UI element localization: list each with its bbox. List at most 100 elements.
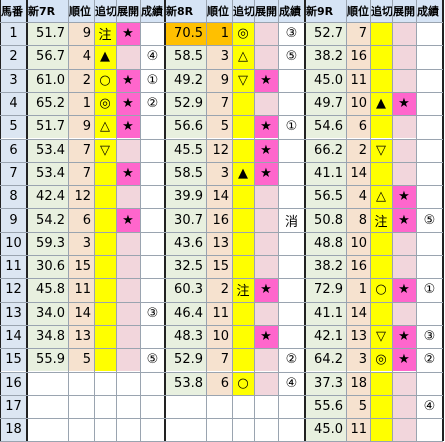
race9-rank-cell: 5 (346, 394, 370, 419)
race7-rank-cell: 5 (68, 348, 94, 372)
race9-odds-cell: 50.8 (305, 208, 346, 232)
horse-number: 11 (0, 255, 27, 279)
race9-oikiri-cell (370, 418, 392, 442)
race9-rank-cell: 3 (346, 348, 370, 372)
race9-tenkai-cell (392, 115, 416, 139)
horse-number: 3 (0, 68, 27, 92)
race8-odds-cell: 39.9 (165, 185, 206, 209)
header-race7-seiseki: 成績 (140, 0, 165, 22)
race7-tenkai-cell: ★ (116, 161, 140, 186)
grid-line (0, 185, 443, 187)
race8-oikiri-cell: ▲ (232, 161, 254, 186)
race9-seiseki-cell: ② (416, 348, 443, 372)
horse-number: 16 (0, 371, 27, 395)
race8-tenkai-cell (254, 231, 278, 255)
race8-oikiri-cell (232, 348, 254, 372)
race7-oikiri-cell (94, 348, 116, 372)
empty-cell (94, 394, 116, 419)
race9-seiseki-cell (416, 68, 443, 92)
race8-oikiri-cell: ○ (232, 371, 254, 395)
race8-odds-cell: 70.5 (165, 22, 206, 46)
race7-tenkai-cell (116, 255, 140, 279)
race8-rank-cell: 3 (206, 45, 232, 69)
race9-tenkai-cell (392, 68, 416, 92)
horse-number: 7 (0, 161, 27, 186)
race8-seiseki-cell (278, 231, 305, 255)
race8-seiseki-cell (278, 185, 305, 209)
race8-rank-cell: 14 (206, 185, 232, 209)
race8-odds-cell: 52.9 (165, 91, 206, 116)
race8-odds-cell: 48.3 (165, 324, 206, 349)
race7-odds-cell: 59.3 (27, 231, 68, 255)
race7-oikiri-cell (94, 208, 116, 232)
race9-rank-cell: 14 (346, 301, 370, 325)
header-race9-seiseki: 成績 (416, 0, 443, 22)
race7-rank-cell: 12 (68, 185, 94, 209)
race9-tenkai-cell: ★ (392, 324, 416, 349)
horse-number: 1 (0, 22, 27, 46)
empty-cell (27, 418, 68, 442)
horse-number: 18 (0, 418, 27, 442)
race9-oikiri-cell (370, 115, 392, 139)
race7-oikiri-cell: ▽ (94, 138, 116, 162)
header-race8-tenkai: 展開 (254, 0, 278, 22)
header-race8-rank: 順位 (206, 0, 232, 22)
race9-seiseki-cell (416, 301, 443, 325)
race9-tenkai-cell (392, 394, 416, 419)
race7-tenkai-cell (116, 231, 140, 255)
race9-seiseki-cell: ⑤ (416, 208, 443, 232)
race8-oikiri-cell (232, 324, 254, 349)
race8-tenkai-cell (254, 348, 278, 372)
race8-seiseki-cell (278, 255, 305, 279)
race7-rank-cell: 6 (68, 208, 94, 232)
grid-line (94, 0, 95, 442)
race7-rank-cell: 15 (68, 255, 94, 279)
race9-tenkai-cell (392, 138, 416, 162)
grid-line (0, 301, 443, 303)
race8-odds-cell: 53.8 (165, 371, 206, 395)
race8-odds-cell: 58.5 (165, 161, 206, 186)
race8-rank-cell: 7 (206, 91, 232, 116)
race9-tenkai-cell: ★ (392, 348, 416, 372)
race8-oikiri-cell (232, 231, 254, 255)
race7-odds-cell: 34.0 (27, 301, 68, 325)
race7-seiseki-cell (140, 324, 165, 349)
race9-rank-cell: 7 (346, 22, 370, 46)
race7-rank-cell: 7 (68, 138, 94, 162)
race8-oikiri-cell: ◎ (232, 22, 254, 46)
empty-cell (165, 418, 206, 442)
race7-tenkai-cell (116, 301, 140, 325)
empty-cell (232, 418, 254, 442)
race7-oikiri-cell: ◎ (94, 91, 116, 116)
race9-odds-cell: 38.2 (305, 255, 346, 279)
race9-seiseki-cell: ③ (416, 324, 443, 349)
race9-tenkai-cell (392, 45, 416, 69)
race9-seiseki-cell (416, 371, 443, 395)
race7-odds-cell: 56.7 (27, 45, 68, 69)
race7-tenkai-cell (116, 138, 140, 162)
race8-rank-cell: 1 (206, 22, 232, 46)
race8-seiseki-cell: 消 (278, 208, 305, 232)
race8-rank-cell: 7 (206, 348, 232, 372)
race9-tenkai-cell (392, 255, 416, 279)
race7-seiseki-cell (140, 115, 165, 139)
grid-line (164, 0, 166, 442)
race7-tenkai-cell (116, 348, 140, 372)
race7-rank-cell: 4 (68, 45, 94, 69)
race7-oikiri-cell (94, 231, 116, 255)
race8-odds-cell: 30.7 (165, 208, 206, 232)
grid-line (68, 0, 69, 442)
race9-rank-cell: 6 (346, 115, 370, 139)
race7-rank-cell: 14 (68, 301, 94, 325)
race8-seiseki-cell (278, 324, 305, 349)
empty-cell (206, 418, 232, 442)
race7-odds-cell: 65.2 (27, 91, 68, 116)
horse-number: 5 (0, 115, 27, 139)
race9-tenkai-cell (392, 161, 416, 186)
race8-oikiri-cell (232, 185, 254, 209)
race7-tenkai-cell (116, 324, 140, 349)
empty-cell (278, 418, 305, 442)
empty-cell (140, 394, 165, 419)
race8-tenkai-cell (254, 208, 278, 232)
horse-number: 2 (0, 45, 27, 69)
